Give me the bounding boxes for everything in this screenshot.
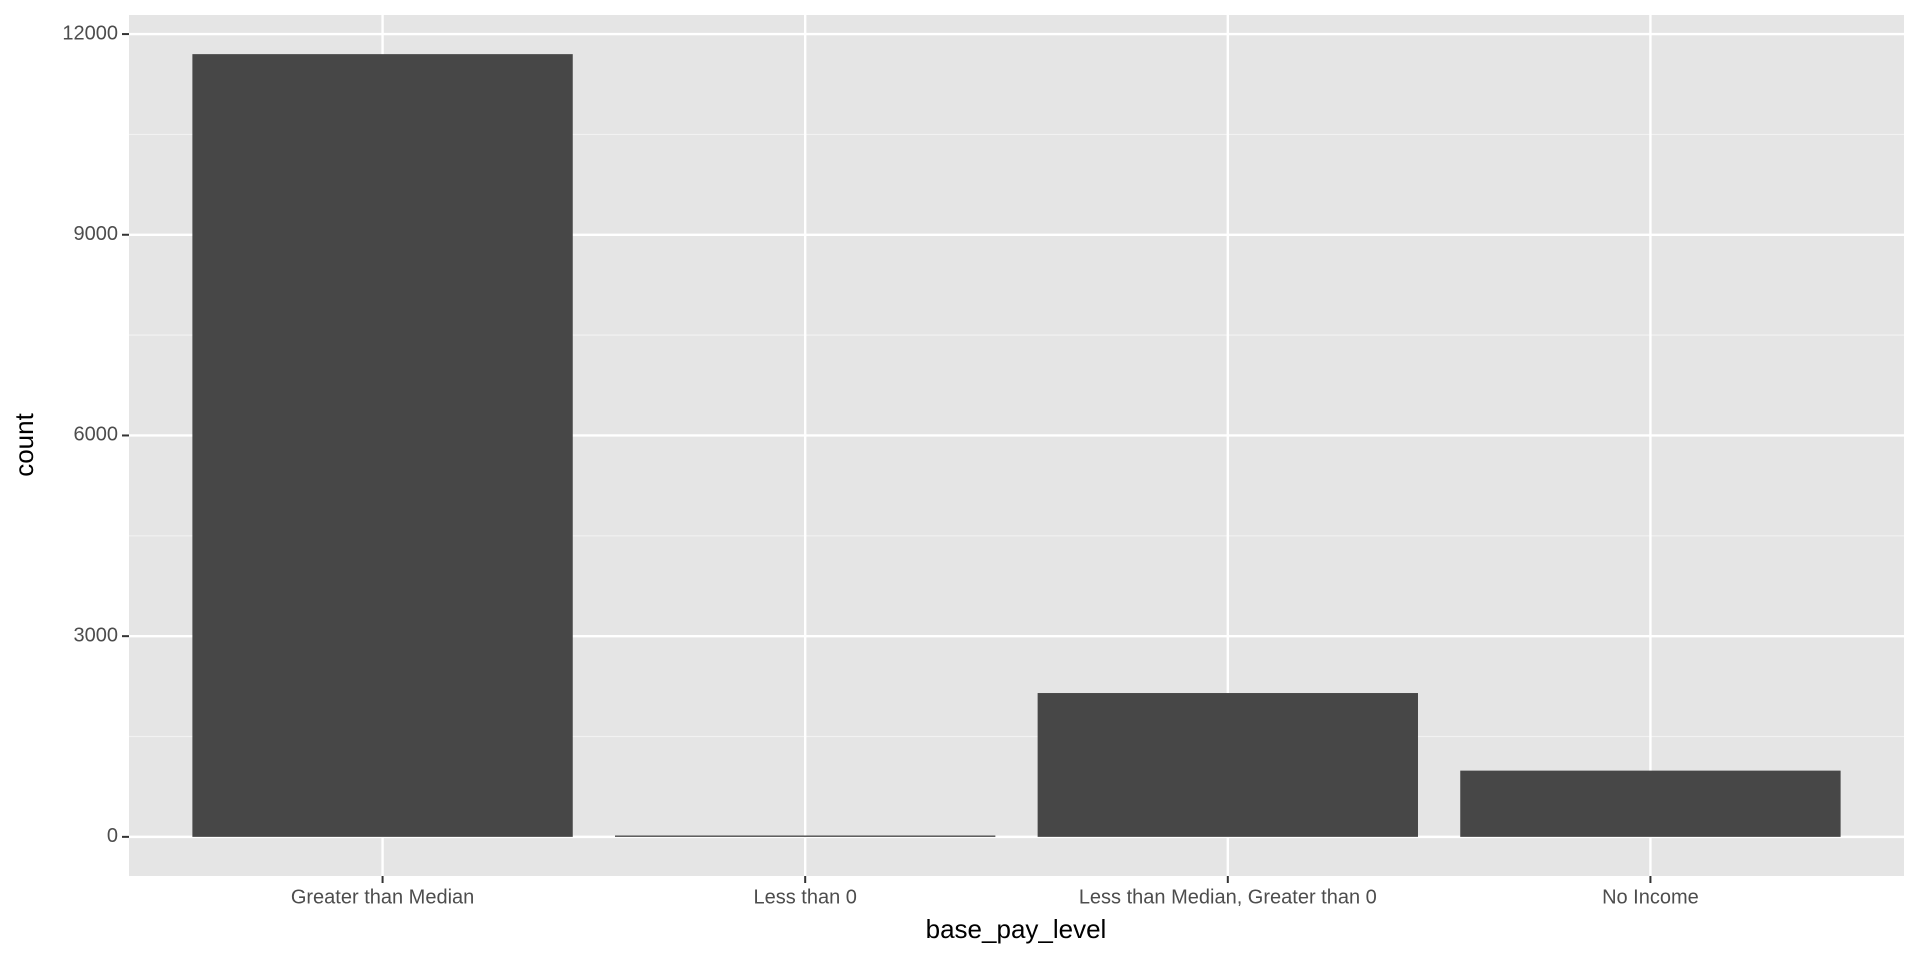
y-axis-title: count: [9, 412, 39, 476]
y-tick-label: 12000: [62, 22, 118, 44]
x-tick-label: Greater than Median: [291, 886, 474, 908]
y-tick-label: 0: [107, 825, 118, 847]
bar: [1460, 770, 1841, 837]
x-axis-title: base_pay_level: [926, 914, 1107, 944]
y-tick-label: 6000: [74, 424, 119, 446]
y-tick-label: 3000: [74, 624, 119, 646]
x-tick-label: Less than 0: [753, 886, 856, 908]
bar: [1037, 693, 1418, 837]
x-tick-label: Less than Median, Greater than 0: [1079, 886, 1377, 908]
x-tick-label: No Income: [1602, 886, 1699, 908]
bar: [615, 835, 996, 837]
bar: [192, 54, 573, 837]
y-tick-label: 9000: [74, 223, 119, 245]
